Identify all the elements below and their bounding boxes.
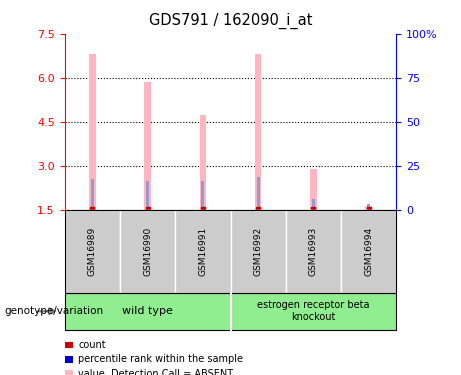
Text: estrogen receptor beta
knockout: estrogen receptor beta knockout: [257, 300, 370, 322]
Bar: [201, 181, 205, 210]
Bar: [367, 204, 371, 210]
Bar: [89, 54, 95, 210]
Text: percentile rank within the sample: percentile rank within the sample: [78, 354, 243, 364]
Bar: [144, 82, 151, 210]
Text: genotype/variation: genotype/variation: [5, 306, 104, 316]
Bar: [312, 199, 315, 210]
Text: GSM16991: GSM16991: [198, 226, 207, 276]
Text: GSM16989: GSM16989: [88, 226, 97, 276]
Text: count: count: [78, 340, 106, 350]
Bar: [200, 114, 206, 210]
Text: wild type: wild type: [122, 306, 173, 316]
Text: GSM16993: GSM16993: [309, 226, 318, 276]
Text: GDS791 / 162090_i_at: GDS791 / 162090_i_at: [149, 13, 312, 29]
Bar: [90, 179, 94, 210]
Bar: [255, 54, 261, 210]
Bar: [310, 169, 317, 210]
Bar: [146, 181, 149, 210]
Bar: [256, 177, 260, 210]
Text: GSM16994: GSM16994: [364, 226, 373, 276]
Bar: [366, 207, 372, 210]
Text: value, Detection Call = ABSENT: value, Detection Call = ABSENT: [78, 369, 233, 375]
Text: GSM16992: GSM16992: [254, 226, 263, 276]
Text: GSM16990: GSM16990: [143, 226, 152, 276]
